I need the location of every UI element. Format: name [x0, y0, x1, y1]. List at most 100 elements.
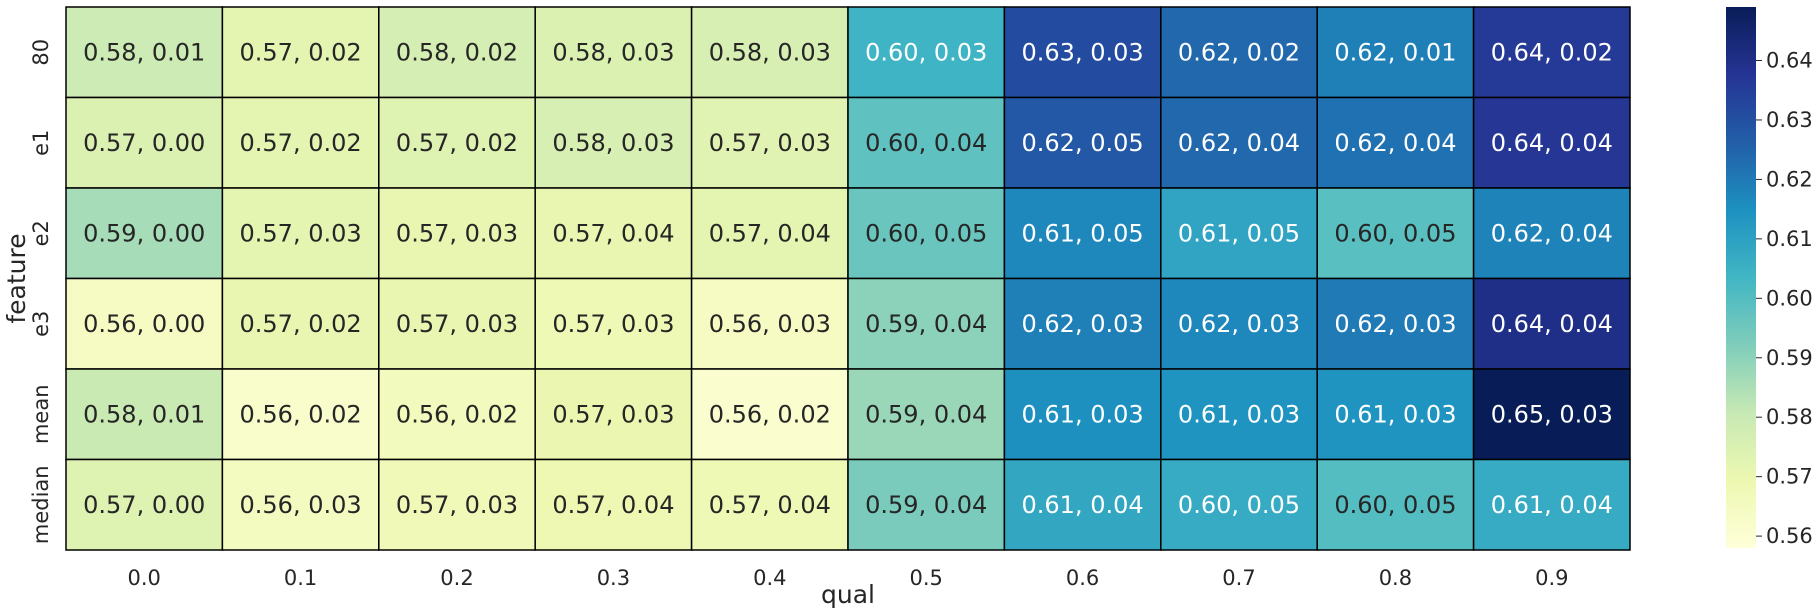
colorbar-tick-label: 0.56: [1766, 524, 1813, 548]
heatmap-cell: [1003, 368, 1162, 461]
heatmap-cell: [1472, 6, 1631, 99]
cell-annotation: 0.58, 0.02: [396, 38, 518, 66]
heatmap-cell: [534, 96, 693, 189]
cell-annotation: 0.61, 0.04: [1022, 491, 1144, 519]
heatmap-cell: [1316, 96, 1475, 189]
heatmap-cell: [378, 187, 536, 280]
x-tick-label: 0.9: [1535, 566, 1568, 590]
cell-annotation: 0.57, 0.03: [709, 129, 831, 157]
cell-annotation: 0.56, 0.02: [240, 400, 362, 428]
cell-annotation: 0.57, 0.00: [83, 129, 205, 157]
cell-annotation: 0.60, 0.05: [1334, 219, 1456, 247]
colorbar-tick-label: 0.61: [1766, 227, 1813, 251]
cell-annotation: 0.60, 0.05: [1178, 491, 1300, 519]
y-axis-label: feature: [2, 233, 31, 323]
colorbar-tick-label: 0.60: [1766, 286, 1813, 310]
cell-annotation: 0.56, 0.02: [709, 400, 831, 428]
heatmap-cell: [378, 368, 536, 461]
heatmap-cell: [1160, 96, 1318, 189]
cell-annotation: 0.63, 0.03: [1022, 38, 1144, 66]
cell-annotation: 0.57, 0.02: [396, 129, 518, 157]
x-tick-label: 0.0: [127, 566, 160, 590]
cell-annotation: 0.64, 0.04: [1491, 129, 1613, 157]
heatmap-cell: [1472, 187, 1631, 280]
colorbar-tick-label: 0.58: [1766, 405, 1813, 429]
cell-annotation: 0.61, 0.05: [1178, 219, 1300, 247]
cell-annotation: 0.59, 0.04: [865, 310, 987, 338]
y-tick-label: 80: [29, 39, 53, 66]
colorbar-tick-label: 0.59: [1766, 346, 1813, 370]
x-tick-label: 0.5: [909, 566, 942, 590]
cell-annotation: 0.64, 0.04: [1491, 310, 1613, 338]
cell-annotation: 0.59, 0.04: [865, 491, 987, 519]
x-tick-label: 0.7: [1222, 566, 1255, 590]
heatmap-cell: [847, 458, 1006, 551]
heatmap-cell: [690, 277, 849, 370]
cell-annotation: 0.57, 0.04: [709, 219, 831, 247]
heatmap-cell: [1472, 368, 1631, 461]
cell-annotation: 0.62, 0.05: [1022, 129, 1144, 157]
cell-annotation: 0.56, 0.00: [83, 310, 205, 338]
y-tick-label: e3: [29, 311, 53, 337]
cell-annotation: 0.62, 0.04: [1491, 219, 1613, 247]
heatmap-cell: [1472, 96, 1631, 189]
colorbar-tick-label: 0.62: [1766, 167, 1813, 191]
cell-annotation: 0.57, 0.04: [552, 491, 674, 519]
cell-annotation: 0.57, 0.02: [240, 310, 362, 338]
heatmap-cell: [1316, 368, 1475, 461]
cell-annotation: 0.57, 0.02: [240, 129, 362, 157]
colorbar-ticks: 0.56 0.57 0.58 0.59 0.60 0.61 0.62 0.63 0.64: [1756, 49, 1813, 548]
cell-annotation: 0.57, 0.04: [709, 491, 831, 519]
cell-annotation: 0.62, 0.03: [1178, 310, 1300, 338]
cell-annotation: 0.58, 0.01: [83, 400, 205, 428]
heatmap-cell: [1003, 277, 1162, 370]
cell-annotation: 0.61, 0.03: [1178, 400, 1300, 428]
cell-annotation: 0.57, 0.03: [396, 219, 518, 247]
heatmap-cell: [1160, 187, 1318, 280]
heatmap-cell: [221, 6, 380, 99]
cell-annotation: 0.58, 0.03: [552, 38, 674, 66]
cell-annotations: 0.58, 0.01 0.57, 0.02 0.58, 0.02 0.58, 0.03…: [83, 38, 1613, 519]
heatmap-cell: [65, 6, 224, 99]
cell-annotation: 0.57, 0.03: [552, 310, 674, 338]
cell-annotation: 0.57, 0.04: [552, 219, 674, 247]
cell-annotation: 0.57, 0.02: [240, 38, 362, 66]
cell-annotation: 0.60, 0.04: [865, 129, 987, 157]
cell-annotation: 0.61, 0.03: [1334, 400, 1456, 428]
heatmap-cell: [221, 187, 380, 280]
cell-annotation: 0.58, 0.03: [709, 38, 831, 66]
cell-annotation: 0.56, 0.02: [396, 400, 518, 428]
colorbar-tick-label: 0.57: [1766, 465, 1813, 489]
heatmap-cell: [1316, 458, 1475, 551]
heatmap-cell: [1003, 187, 1162, 280]
cell-annotation: 0.65, 0.03: [1491, 400, 1613, 428]
cell-annotation: 0.61, 0.05: [1022, 219, 1144, 247]
heatmap-cell: [1160, 6, 1318, 99]
cell-annotation: 0.59, 0.00: [83, 219, 205, 247]
heatmap-cell: [65, 458, 224, 551]
cell-annotation: 0.59, 0.04: [865, 400, 987, 428]
heatmap-cell: [534, 6, 693, 99]
heatmap-cell: [690, 368, 849, 461]
cell-annotation: 0.56, 0.03: [709, 310, 831, 338]
y-tick-label: e2: [29, 220, 53, 246]
cell-annotation: 0.58, 0.01: [83, 38, 205, 66]
y-tick-label: mean: [29, 384, 53, 444]
heatmap-cell: [1003, 96, 1162, 189]
heatmap-cell: [378, 96, 536, 189]
y-tick-label: e1: [29, 130, 53, 156]
heatmap-cell: [378, 458, 536, 551]
cell-annotation: 0.61, 0.04: [1491, 491, 1613, 519]
heatmap-cell: [690, 6, 849, 99]
cell-annotation: 0.62, 0.04: [1178, 129, 1300, 157]
heatmap-cell: [221, 96, 380, 189]
cell-annotation: 0.62, 0.01: [1334, 38, 1456, 66]
y-tick-label: median: [29, 465, 53, 544]
cell-annotation: 0.60, 0.05: [865, 219, 987, 247]
heatmap-cell: [847, 6, 1006, 99]
heatmap-cell: [1003, 458, 1162, 551]
cell-annotation: 0.57, 0.03: [396, 310, 518, 338]
heatmap-cell: [1160, 458, 1318, 551]
cell-annotation: 0.60, 0.03: [865, 38, 987, 66]
heatmap-cell: [1472, 458, 1631, 551]
